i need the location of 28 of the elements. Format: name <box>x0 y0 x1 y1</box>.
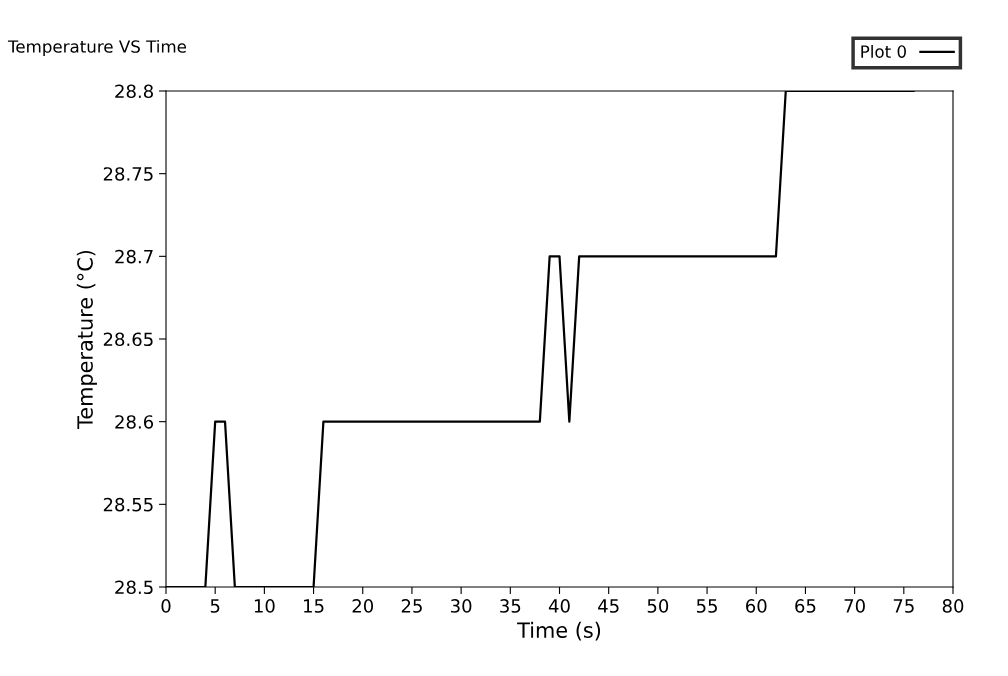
x-tick-label: 45 <box>598 599 619 613</box>
y-tick-label: 28.8 <box>115 84 153 99</box>
x-tick-label: 65 <box>795 599 816 613</box>
y-tick-label: 28.7 <box>115 249 153 264</box>
x-tick-label: 25 <box>401 599 422 613</box>
y-tick-label: 28.55 <box>103 497 153 512</box>
x-tick-label: 80 <box>942 599 964 613</box>
x-tick-label: 70 <box>844 599 865 613</box>
x-tick-label: 35 <box>500 599 521 613</box>
y-tick-label: 28.65 <box>103 332 153 347</box>
x-tick-label: 75 <box>893 599 914 613</box>
x-tick-label: 10 <box>254 599 275 613</box>
x-tick-label: 60 <box>746 599 767 613</box>
chart-title: Temperature VS Time <box>7 39 187 57</box>
x-tick-label: 15 <box>304 599 324 613</box>
x-tick-label: 5 <box>210 599 220 613</box>
y-axis-title: Temperature (°C) <box>76 250 97 429</box>
x-tick-label: 0 <box>161 599 171 613</box>
x-tick-label: 30 <box>451 599 472 613</box>
y-tick-label: 28.75 <box>103 167 153 181</box>
legend-label: Plot 0 <box>861 44 906 58</box>
x-axis-title: Time (s) <box>517 621 601 641</box>
y-tick-label: 28.6 <box>115 415 154 429</box>
x-tick-label: 40 <box>548 599 570 613</box>
x-tick-label: 20 <box>352 599 374 613</box>
x-tick-label: 55 <box>696 599 717 613</box>
y-tick-label: 28.5 <box>115 580 153 595</box>
x-tick-label: 50 <box>647 599 669 613</box>
